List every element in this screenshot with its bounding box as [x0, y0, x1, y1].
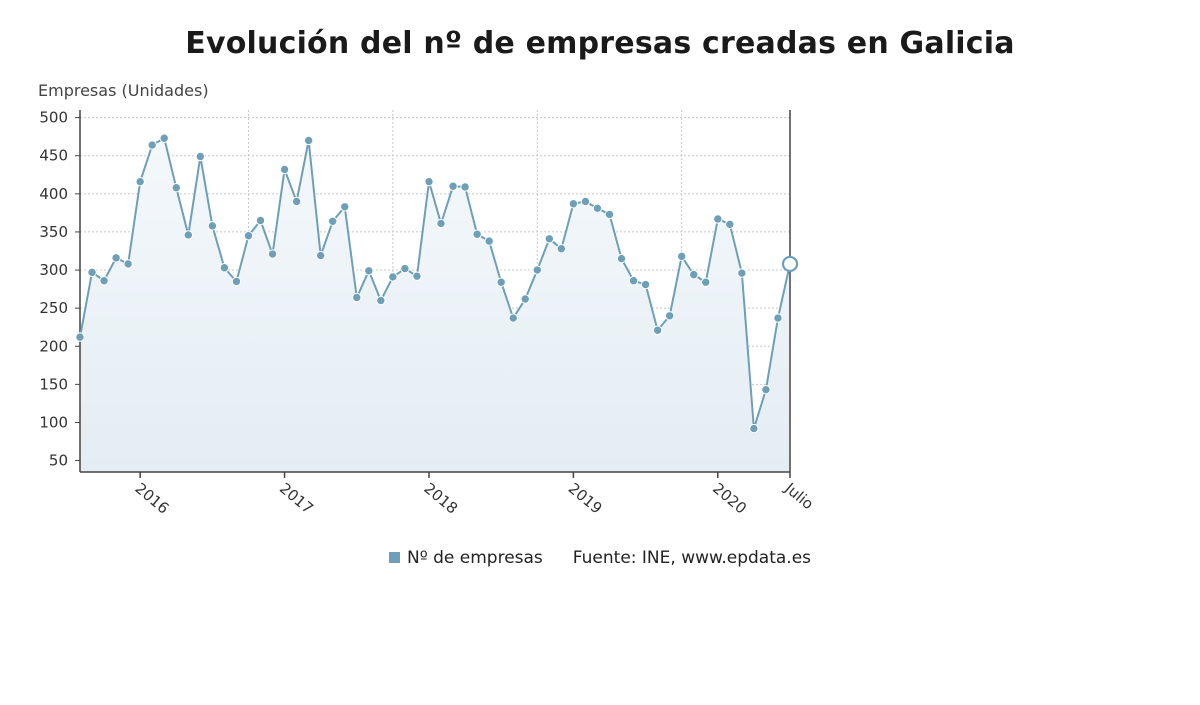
y-tick-label: 100 [39, 413, 68, 431]
axes [75, 110, 791, 478]
data-point [568, 199, 579, 209]
data-point [87, 267, 97, 278]
data-point [171, 183, 181, 193]
data-point [592, 203, 603, 214]
data-point [604, 209, 615, 220]
data-point [424, 176, 434, 187]
data-point [520, 294, 530, 304]
data-point [737, 268, 747, 278]
legend: Nº de empresas Fuente: INE, www.epdata.es [0, 548, 1200, 568]
data-point [580, 196, 591, 207]
data-point [279, 164, 290, 175]
data-point [640, 279, 651, 290]
data-point [676, 251, 687, 262]
y-tick-label: 350 [39, 223, 68, 241]
data-point [725, 219, 735, 230]
data-point [761, 384, 771, 395]
data-point [701, 277, 711, 287]
data-point [123, 259, 133, 269]
y-tick-label: 250 [39, 299, 68, 317]
source-note: Fuente: INE, www.epdata.es [572, 548, 812, 568]
data-point [364, 266, 374, 276]
area-path [80, 138, 790, 473]
data-point [664, 311, 675, 321]
data-point [328, 216, 338, 226]
legend-swatch [388, 551, 400, 563]
data-point [243, 231, 254, 241]
data-point [219, 263, 230, 273]
data-point [652, 325, 663, 335]
data-point [749, 423, 759, 434]
data-point [484, 236, 494, 246]
data-point [532, 265, 542, 275]
data-point [303, 135, 314, 146]
x-tick-label: 2016 [132, 479, 173, 517]
data-point [472, 229, 482, 239]
x-tick-labels: 2016 2017 2018 2019 2020 Julio [132, 479, 817, 518]
data-point [376, 295, 386, 306]
data-point [147, 140, 157, 150]
area-fill [80, 138, 790, 473]
series-line [79, 136, 791, 429]
data-point [388, 272, 398, 282]
data-point [544, 234, 555, 244]
data-point [291, 196, 302, 207]
data-point [773, 313, 783, 323]
data-point [183, 230, 194, 240]
y-tick-label: 400 [39, 185, 68, 203]
data-point [628, 276, 639, 286]
data-point [75, 332, 85, 342]
data-point [412, 271, 422, 281]
data-point [231, 276, 242, 287]
legend-series-label: Nº de empresas [406, 548, 543, 568]
data-point [508, 313, 518, 323]
chart-title: Evolución del nº de empresas creadas en … [185, 26, 1015, 61]
y-tick-label: 150 [39, 375, 68, 393]
data-point [713, 214, 723, 224]
y-tick-label: 200 [39, 337, 68, 355]
data-point [448, 181, 458, 191]
data-point [352, 292, 362, 303]
data-point [315, 250, 326, 261]
data-point [436, 218, 446, 229]
series-polyline [79, 136, 791, 429]
data-point [689, 269, 699, 280]
x-tick-label: 2017 [276, 479, 317, 517]
data-point [616, 253, 627, 264]
data-point [340, 202, 350, 212]
y-tick-label: 50 [49, 452, 68, 470]
y-tick-label: 500 [39, 109, 68, 127]
x-tick-label: 2019 [565, 479, 606, 517]
highlighted-data-point [781, 255, 799, 273]
data-point [496, 277, 506, 287]
data-point [135, 176, 145, 187]
data-point [460, 182, 470, 192]
series-points [75, 133, 799, 434]
y-axis-label: Empresas (Unidades) [38, 81, 209, 100]
y-tick-label: 300 [39, 261, 68, 279]
data-point [556, 244, 567, 254]
data-point [207, 221, 218, 231]
data-point [159, 133, 169, 143]
x-tick-label: Julio [781, 479, 817, 514]
data-point [99, 276, 109, 286]
y-tick-labels: 50 100 150 200 250 300 350 400 450 500 [39, 109, 68, 470]
data-point [267, 249, 278, 259]
data-point [111, 253, 121, 263]
x-tick-label: 2018 [420, 479, 461, 517]
y-tick-label: 450 [39, 147, 68, 165]
data-point [255, 215, 266, 226]
data-point [400, 263, 410, 274]
data-point [195, 151, 206, 162]
x-tick-label: 2020 [709, 479, 750, 517]
